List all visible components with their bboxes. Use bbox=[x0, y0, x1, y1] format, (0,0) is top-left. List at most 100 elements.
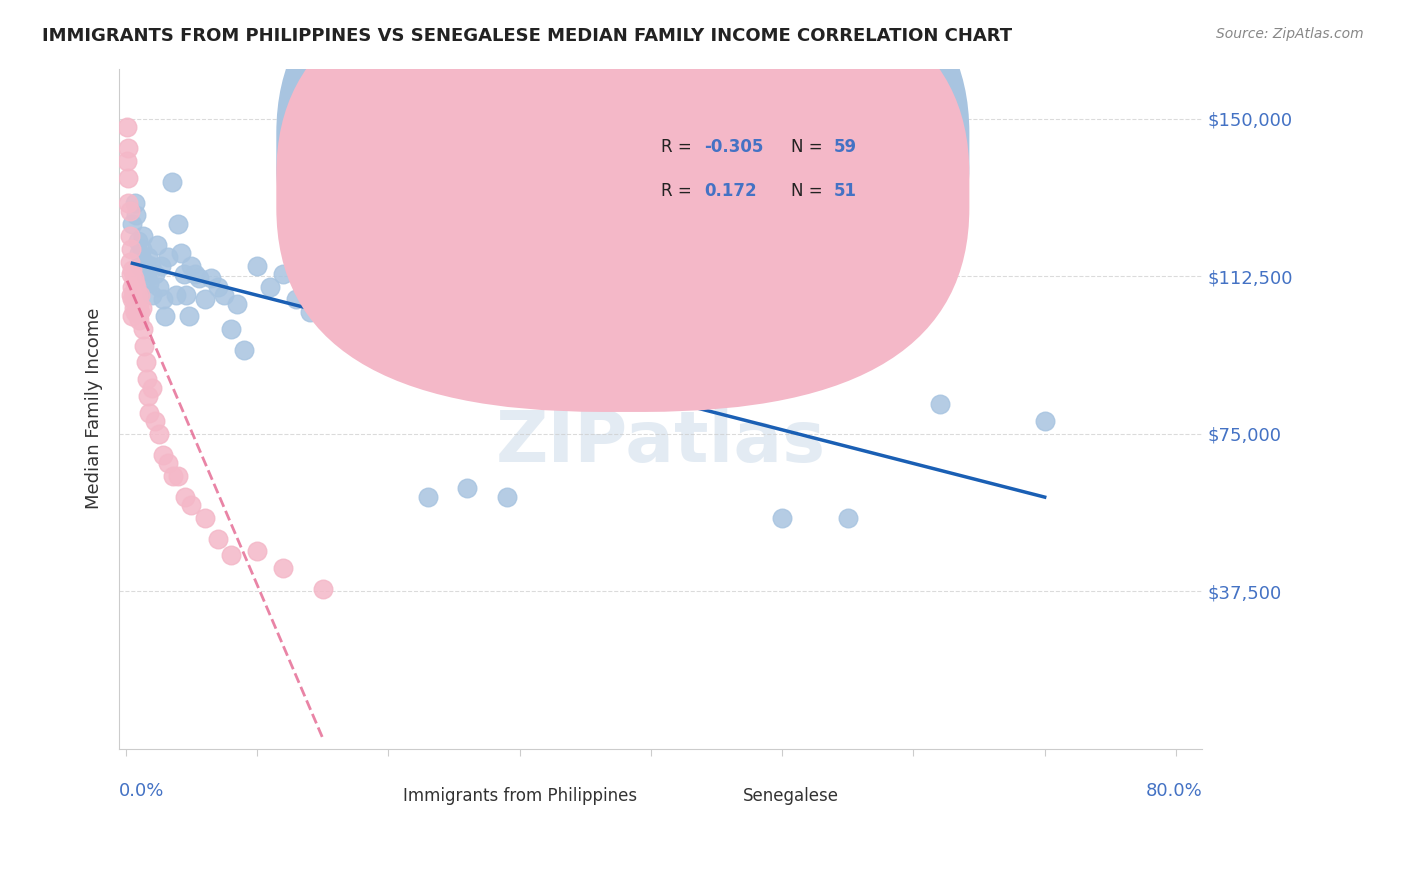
Text: 51: 51 bbox=[834, 182, 858, 200]
Point bbox=[120, 242, 142, 256]
Point bbox=[141, 380, 163, 394]
Point bbox=[666, 372, 689, 386]
Point bbox=[143, 267, 166, 281]
Point bbox=[377, 305, 399, 319]
Point bbox=[118, 204, 141, 219]
Point bbox=[127, 288, 149, 302]
Point bbox=[285, 293, 308, 307]
Point bbox=[121, 263, 143, 277]
Point bbox=[180, 259, 202, 273]
FancyBboxPatch shape bbox=[277, 0, 969, 412]
Point bbox=[174, 288, 197, 302]
Point bbox=[273, 267, 295, 281]
Point bbox=[120, 267, 142, 281]
Text: 0.172: 0.172 bbox=[704, 182, 756, 200]
Point bbox=[128, 246, 150, 260]
Y-axis label: Median Family Income: Median Family Income bbox=[86, 308, 103, 509]
Point bbox=[122, 271, 145, 285]
Point bbox=[118, 229, 141, 244]
Point bbox=[165, 288, 187, 302]
Point bbox=[139, 259, 162, 273]
Point bbox=[124, 293, 146, 307]
Point bbox=[129, 259, 152, 273]
Point bbox=[146, 237, 169, 252]
Text: 0.0%: 0.0% bbox=[120, 782, 165, 800]
Point bbox=[200, 271, 222, 285]
Point bbox=[167, 468, 190, 483]
Point bbox=[131, 242, 153, 256]
Point bbox=[155, 309, 177, 323]
Point bbox=[613, 343, 636, 357]
Point bbox=[177, 309, 200, 323]
Point bbox=[188, 271, 211, 285]
Point bbox=[132, 322, 155, 336]
Text: N =: N = bbox=[790, 182, 828, 200]
Point bbox=[226, 296, 249, 310]
Point bbox=[837, 510, 859, 524]
Point bbox=[135, 263, 157, 277]
Point bbox=[125, 280, 148, 294]
Point bbox=[138, 276, 160, 290]
Point bbox=[125, 209, 148, 223]
Point bbox=[207, 280, 229, 294]
Point bbox=[150, 259, 173, 273]
Point bbox=[132, 229, 155, 244]
Point bbox=[152, 448, 174, 462]
Point bbox=[125, 293, 148, 307]
Point bbox=[456, 481, 478, 495]
Point bbox=[117, 195, 139, 210]
Point bbox=[127, 305, 149, 319]
Point bbox=[770, 510, 793, 524]
Point bbox=[120, 288, 142, 302]
Text: -0.305: -0.305 bbox=[704, 137, 763, 156]
Point bbox=[928, 397, 950, 411]
Point bbox=[127, 234, 149, 248]
Point bbox=[416, 490, 439, 504]
Text: 59: 59 bbox=[834, 137, 858, 156]
Point bbox=[534, 343, 557, 357]
Point bbox=[129, 305, 152, 319]
Point bbox=[115, 153, 138, 168]
FancyBboxPatch shape bbox=[439, 786, 465, 806]
Point bbox=[219, 549, 242, 563]
Point bbox=[131, 301, 153, 315]
Point bbox=[156, 251, 179, 265]
Point bbox=[129, 288, 152, 302]
Point bbox=[259, 280, 281, 294]
Text: Immigrants from Philippines: Immigrants from Philippines bbox=[404, 787, 637, 805]
Text: N =: N = bbox=[790, 137, 828, 156]
Text: R =: R = bbox=[661, 182, 697, 200]
Point bbox=[495, 490, 517, 504]
Point bbox=[180, 498, 202, 512]
Point bbox=[312, 582, 335, 596]
Point bbox=[246, 259, 269, 273]
Point bbox=[121, 217, 143, 231]
Point bbox=[148, 280, 170, 294]
Point bbox=[184, 267, 207, 281]
Point bbox=[138, 406, 160, 420]
Point bbox=[141, 288, 163, 302]
Point bbox=[148, 426, 170, 441]
Point bbox=[162, 468, 184, 483]
Point bbox=[121, 309, 143, 323]
Point bbox=[160, 175, 183, 189]
Point bbox=[207, 532, 229, 546]
Text: ZIPatlas: ZIPatlas bbox=[496, 408, 825, 477]
Point bbox=[124, 305, 146, 319]
Point bbox=[135, 271, 157, 285]
Point bbox=[136, 251, 159, 265]
Text: Senegalese: Senegalese bbox=[742, 787, 839, 805]
Point bbox=[352, 301, 374, 315]
Point bbox=[117, 141, 139, 155]
Point bbox=[325, 322, 347, 336]
Point bbox=[143, 414, 166, 428]
Point bbox=[134, 338, 156, 352]
Point bbox=[718, 330, 741, 344]
FancyBboxPatch shape bbox=[591, 123, 936, 219]
Text: 80.0%: 80.0% bbox=[1146, 782, 1202, 800]
Point bbox=[122, 288, 145, 302]
Point bbox=[115, 120, 138, 135]
Point bbox=[194, 510, 217, 524]
Point bbox=[574, 288, 596, 302]
Text: R =: R = bbox=[661, 137, 697, 156]
